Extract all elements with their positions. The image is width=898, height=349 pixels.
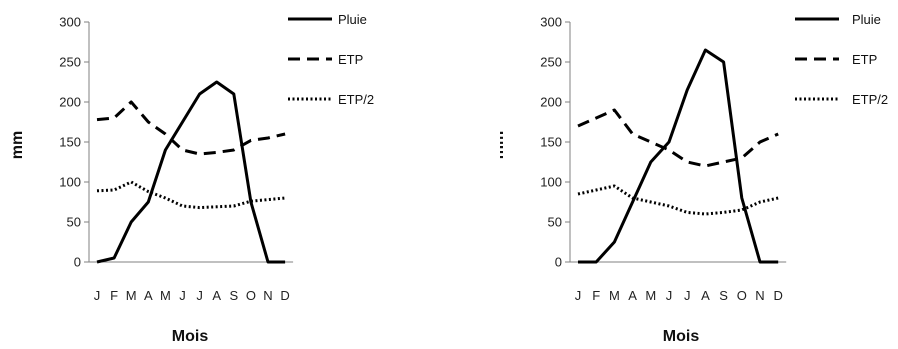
y-tick-label: 300 (540, 15, 562, 30)
y-tick-label: 100 (59, 175, 81, 190)
y-tick-label: 0 (74, 255, 81, 270)
y-tick-label: 50 (67, 215, 81, 230)
legend-label: Pluie (852, 12, 881, 27)
x-tick-label: J (575, 288, 582, 303)
x-tick-label: F (592, 288, 600, 303)
x-tick-label: S (229, 288, 238, 303)
x-tick-label: N (755, 288, 764, 303)
y-tick-label: 50 (548, 215, 562, 230)
y-tick-label: 100 (540, 175, 562, 190)
chart-right: mm Mois 0 50 100 150 200 250 300 J F M A M J J A S O N D Pl… (500, 0, 898, 349)
x-axis-title: Mois (663, 328, 700, 345)
y-tick-label: 150 (59, 135, 81, 150)
chart-left: mm Mois 0 50 100 150 200 250 300 J F M A M J J A S O N D Pl… (9, 12, 374, 345)
x-tick-label: O (737, 288, 747, 303)
y-tick-label: 150 (540, 135, 562, 150)
x-tick-label: F (110, 288, 118, 303)
legend-label: ETP (338, 52, 363, 67)
x-tick-label: D (280, 288, 289, 303)
x-tick-label: J (684, 288, 691, 303)
y-tick-label: 200 (540, 95, 562, 110)
x-tick-label: D (774, 288, 783, 303)
series-line-etp (577, 108, 779, 168)
series-line-etp-2 (577, 184, 779, 216)
series-line-etp (96, 100, 286, 156)
y-tick-label: 250 (540, 55, 562, 70)
x-tick-label: J (94, 288, 101, 303)
x-tick-label: A (628, 288, 637, 303)
x-tick-label: M (609, 288, 620, 303)
y-tick-label: 250 (59, 55, 81, 70)
y-tick-label: 300 (59, 15, 81, 30)
x-tick-label: N (263, 288, 272, 303)
x-tick-label: J (666, 288, 673, 303)
y-axis-title: mm (500, 131, 507, 159)
x-tick-label: O (246, 288, 256, 303)
x-axis-title: Mois (172, 328, 209, 345)
y-tick-label: 0 (555, 255, 562, 270)
x-tick-label: A (144, 288, 153, 303)
x-tick-label: J (196, 288, 203, 303)
series-line-pluie (578, 48, 779, 264)
x-tick-label: M (645, 288, 656, 303)
legend-label: ETP/2 (338, 92, 374, 107)
legend-label: Pluie (338, 12, 367, 27)
x-tick-label: M (160, 288, 171, 303)
legend-label: ETP (852, 52, 877, 67)
legend-label: ETP/2 (852, 92, 888, 107)
y-axis-title: mm (9, 131, 26, 159)
x-tick-label: M (126, 288, 137, 303)
series-line-pluie (96, 80, 286, 264)
series-line-etp-2 (96, 180, 286, 210)
x-tick-label: A (701, 288, 710, 303)
x-tick-label: J (179, 288, 186, 303)
y-tick-label: 200 (59, 95, 81, 110)
x-tick-label: S (719, 288, 728, 303)
x-tick-label: A (212, 288, 221, 303)
